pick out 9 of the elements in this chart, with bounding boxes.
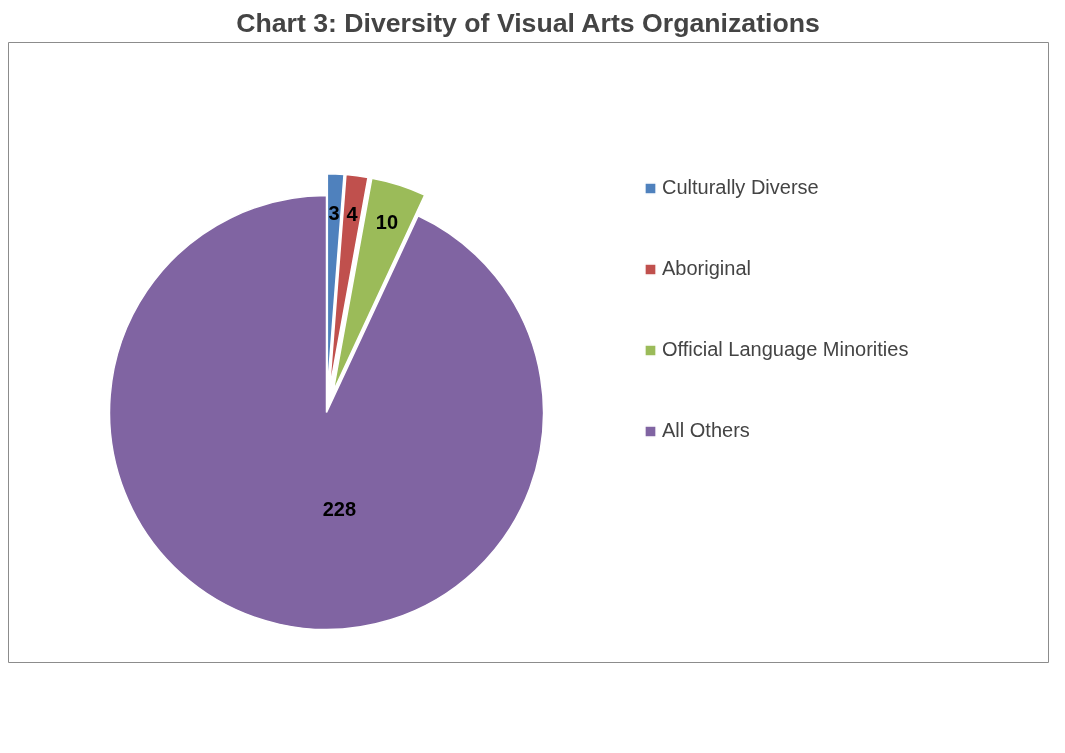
legend-label: Official Language Minorities	[662, 338, 909, 361]
data-label: 3	[328, 202, 340, 225]
legend-label: Aboriginal	[662, 257, 751, 280]
chart-title: Chart 3: Diversity of Visual Arts Organizations	[236, 7, 820, 38]
legend-label: All Others	[662, 419, 750, 442]
data-label: 4	[346, 203, 359, 226]
legend-label: Culturally Diverse	[662, 176, 819, 199]
data-label: 228	[322, 498, 357, 521]
data-label: 10	[375, 211, 399, 234]
